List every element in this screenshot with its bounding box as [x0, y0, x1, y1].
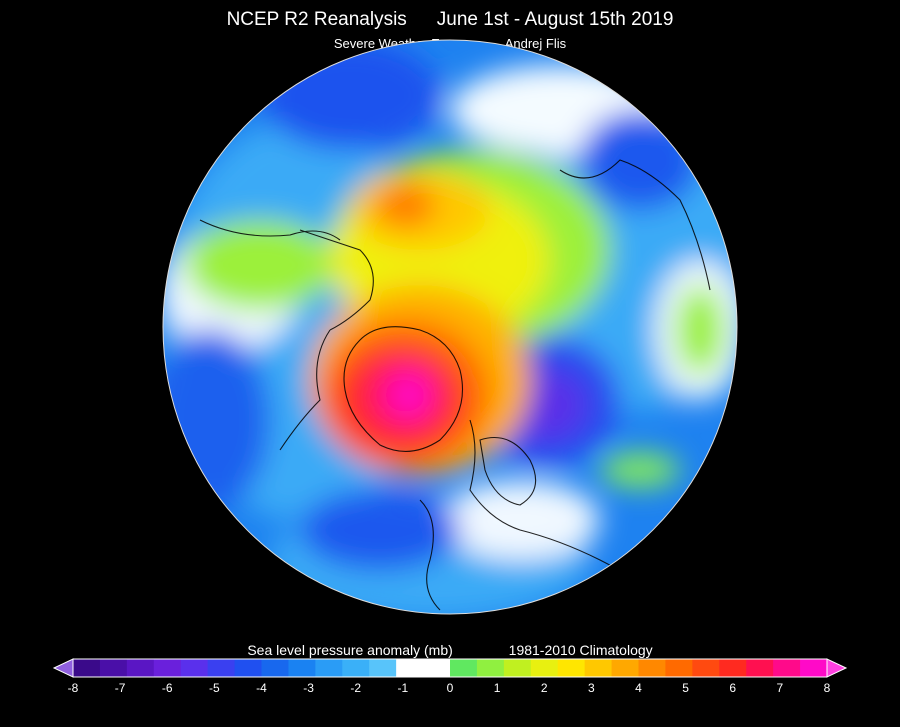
colorbar-tick-label: -1: [397, 681, 409, 695]
map-boundary: [162, 39, 738, 615]
credit-author: Andrej Flis: [504, 36, 567, 51]
colorbar-cell: [153, 659, 182, 677]
colorbar-tick-label: 8: [823, 681, 831, 695]
colorbar-ticks: -8 -7 -6 -5 -4 -3 -2 -1 0 1 2 3 4 5 6 7 8: [0, 681, 900, 699]
colorbar-cell: [503, 659, 532, 677]
colorbar-cells: [73, 659, 828, 677]
colorbar-variable: Sea level pressure anomaly (mb): [247, 642, 453, 658]
colorbar-frame: [72, 658, 828, 678]
colorbar-cell: [99, 659, 128, 677]
colorbar-tick-label: -4: [256, 681, 267, 695]
title-dataset: NCEP R2 Reanalysis: [226, 9, 407, 30]
colorbar-cell: [126, 659, 155, 677]
colorbar-extend-high: [826, 658, 848, 678]
colorbar-cell: [665, 659, 693, 677]
colorbar-cell: [342, 659, 370, 677]
colorbar-cell: [638, 659, 666, 677]
colorbar-cell: [530, 659, 559, 677]
chart-title: NCEP R2 Reanalysis June 1st - August 15th…: [0, 9, 900, 31]
colorbar-cell: [800, 659, 828, 677]
colorbar-tick-label: 2: [540, 681, 548, 695]
colorbar-tick-label: 1: [493, 681, 501, 695]
colorbar-cell: [315, 659, 343, 677]
colorbar-cell: [288, 659, 316, 677]
colorbar-cell: [773, 659, 801, 677]
colorbar: [52, 658, 848, 678]
colorbar-cell: [450, 659, 478, 677]
colorbar-tick-label: -2: [350, 681, 362, 695]
colorbar-tick-label: 0: [446, 681, 454, 695]
colorbar-cell: [611, 659, 639, 677]
polar-anomaly-map: [162, 39, 738, 615]
colorbar-cell: [207, 659, 236, 677]
colorbar-cell: [584, 659, 613, 677]
colorbar-cell: [369, 659, 397, 677]
colorbar-cell: [692, 659, 720, 677]
colorbar-tick-label: 6: [729, 681, 737, 695]
colorbar-tick-label: -7: [114, 681, 126, 695]
colorbar-tick-label: -6: [161, 681, 173, 695]
colorbar-cell: [423, 659, 451, 677]
colorbar-tick-label: -8: [67, 681, 79, 695]
colorbar-cell: [73, 659, 101, 677]
colorbar-tick-label: 5: [682, 681, 689, 695]
colorbar-cell: [234, 659, 262, 677]
colorbar-tick-label: 3: [588, 681, 595, 695]
anomaly-field: [163, 40, 737, 614]
colorbar-cell: [746, 659, 774, 677]
colorbar-cell: [261, 659, 289, 677]
colorbar-tick-label: 7: [776, 681, 784, 695]
colorbar-caption: Sea level pressure anomaly (mb) 1981-201…: [0, 642, 900, 658]
colorbar-cell: [476, 659, 505, 677]
colorbar-tick-label: -3: [303, 681, 314, 695]
colorbar-climatology: 1981-2010 Climatology: [508, 642, 653, 658]
colorbar-cell: [180, 659, 209, 677]
colorbar-cell: [557, 659, 586, 677]
colorbar-tick-label: -5: [209, 681, 220, 695]
title-period: June 1st - August 15th 2019: [436, 9, 674, 30]
colorbar-tick-label: 4: [635, 681, 642, 695]
colorbar-extend-low: [52, 658, 74, 678]
colorbar-cell: [719, 659, 747, 677]
colorbar-cell: [396, 659, 424, 677]
